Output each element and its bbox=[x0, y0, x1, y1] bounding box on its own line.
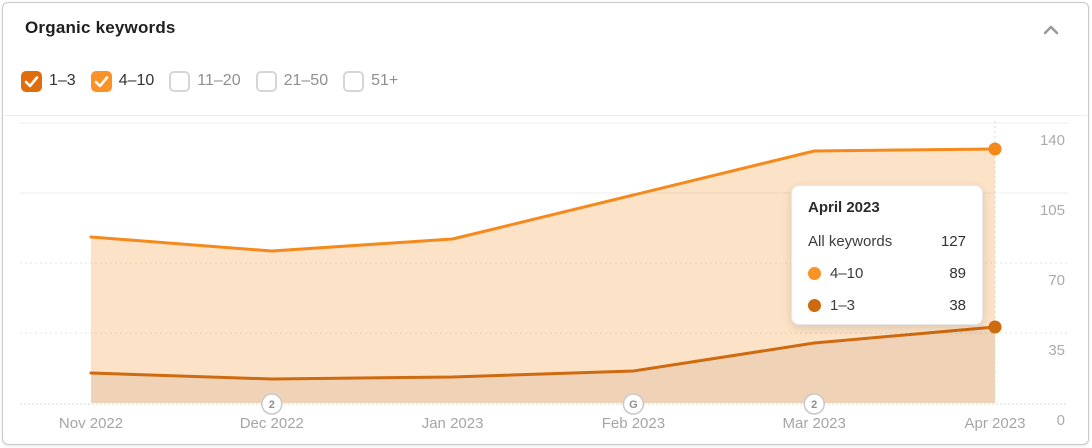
tooltip-row-value: 89 bbox=[949, 264, 966, 282]
tooltip-row-label: All keywords bbox=[808, 232, 893, 250]
checkbox-checked-icon bbox=[21, 70, 42, 92]
axis-badge-2[interactable] bbox=[261, 393, 283, 415]
x-tick-label: Jan 2023 bbox=[422, 415, 484, 432]
tooltip-row-label: 4–10 bbox=[830, 264, 864, 282]
card-header: Organic keywords bbox=[3, 3, 1088, 53]
x-tick-label: Nov 2022 bbox=[59, 415, 123, 432]
checkbox-unchecked-icon bbox=[169, 70, 191, 92]
series-dot-icon bbox=[808, 266, 821, 280]
x-tick-label: Dec 2022 bbox=[240, 415, 304, 432]
filter-label: 21–50 bbox=[283, 72, 329, 89]
tooltip-row: All keywords 127 bbox=[808, 230, 966, 252]
tooltip-rows: All keywords 127 4–10 89 1–3 38 bbox=[808, 230, 966, 316]
line-4-10-total bbox=[89, 147, 997, 253]
y-tick-label: 0 bbox=[1057, 412, 1065, 429]
filter-label: 11–20 bbox=[197, 72, 241, 89]
filter-checkbox-51+[interactable]: 51+ bbox=[343, 70, 399, 92]
filter-label: 51+ bbox=[371, 72, 399, 89]
checkbox-unchecked-icon bbox=[255, 70, 277, 92]
x-tick-label: Mar 2023 bbox=[783, 415, 846, 432]
tooltip-title: April 2023 bbox=[808, 199, 880, 216]
tooltip-row: 4–10 89 bbox=[808, 262, 966, 284]
filter-label: 1–3 bbox=[49, 72, 76, 89]
tooltip-row: 1–3 38 bbox=[808, 294, 966, 316]
filter-checkbox-1–3[interactable]: 1–3 bbox=[21, 70, 76, 92]
position-filter-bar: 1–3 4–10 11–20 21–50 51+ bbox=[21, 67, 398, 95]
filter-checkbox-11–20[interactable]: 11–20 bbox=[169, 70, 241, 92]
area-fill-4-10 bbox=[91, 149, 995, 379]
checkbox-unchecked-icon bbox=[343, 70, 365, 92]
tooltip-row-value: 38 bbox=[949, 296, 966, 314]
axis-badge-label: G bbox=[629, 399, 638, 411]
y-tick-label: 105 bbox=[1040, 202, 1065, 219]
chart-tooltip: April 2023 All keywords 127 4–10 89 1–3 38 bbox=[791, 185, 983, 325]
card-title: Organic keywords bbox=[25, 18, 176, 37]
tooltip-row-label: 1–3 bbox=[830, 296, 856, 314]
y-tick-label: 35 bbox=[1048, 342, 1065, 359]
filter-label: 4–10 bbox=[118, 72, 155, 89]
header-divider bbox=[4, 115, 1087, 116]
series-dot-icon bbox=[808, 298, 821, 312]
filter-checkbox-4–10[interactable]: 4–10 bbox=[90, 70, 155, 92]
hover-dot-1-3 bbox=[988, 320, 1002, 334]
axis-badge-2[interactable] bbox=[803, 393, 825, 415]
y-tick-label: 70 bbox=[1048, 272, 1065, 289]
area-fill-1-3 bbox=[91, 327, 995, 403]
hover-dot-4-10 bbox=[988, 142, 1002, 156]
chevron-up-icon bbox=[1043, 25, 1059, 35]
axis-badge-label: 2 bbox=[811, 399, 817, 411]
axis-badge-G[interactable] bbox=[622, 393, 645, 415]
x-tick-label: Apr 2023 bbox=[965, 415, 1026, 432]
collapse-button[interactable] bbox=[1038, 17, 1064, 43]
line-1-3 bbox=[89, 325, 997, 381]
tooltip-row-value: 127 bbox=[940, 232, 966, 250]
y-tick-label: 140 bbox=[1040, 132, 1065, 149]
filter-checkbox-21–50[interactable]: 21–50 bbox=[255, 70, 329, 92]
checkbox-checked-icon bbox=[90, 70, 112, 92]
axis-badge-label: 2 bbox=[269, 399, 275, 411]
x-tick-label: Feb 2023 bbox=[602, 415, 665, 432]
